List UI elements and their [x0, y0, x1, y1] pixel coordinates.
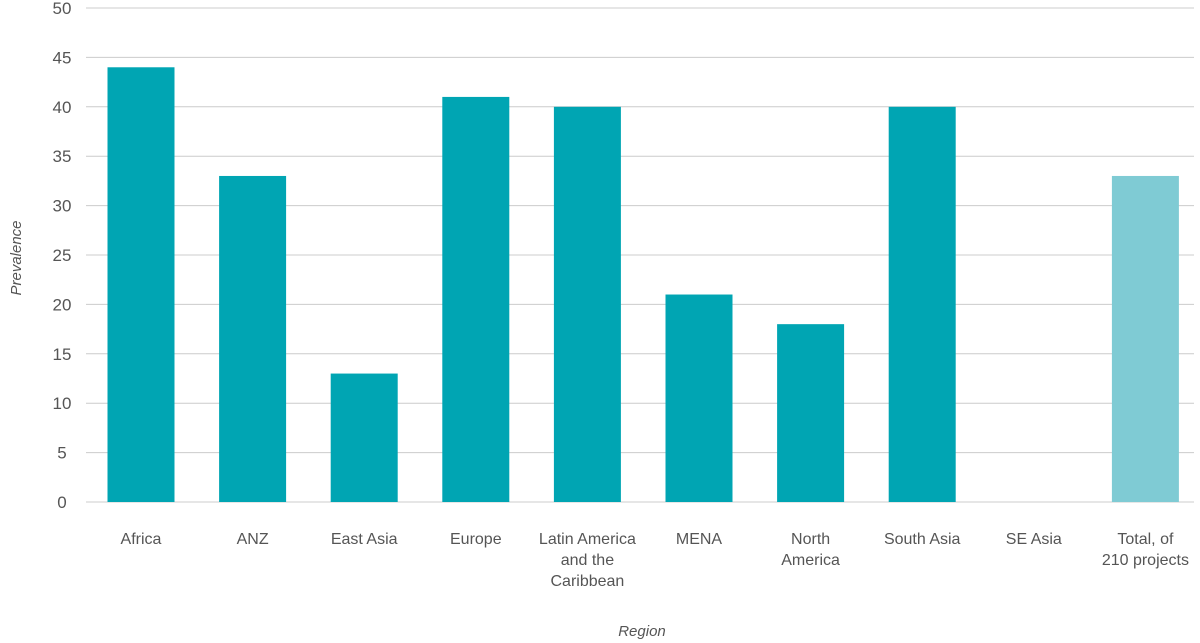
- x-category-label: ANZ: [237, 531, 269, 548]
- y-tick-label: 45: [53, 48, 72, 67]
- bar: [330, 373, 398, 502]
- y-tick-label: 50: [53, 0, 72, 18]
- bar: [777, 324, 845, 502]
- y-tick-label: 10: [53, 394, 72, 413]
- bar: [107, 67, 175, 502]
- x-category-label: Total, of: [1117, 531, 1174, 548]
- bar: [442, 96, 510, 503]
- y-tick-label: 40: [53, 98, 72, 117]
- x-category-label: Africa: [121, 531, 162, 548]
- x-category-label: Latin America: [539, 531, 636, 548]
- y-tick-label: 20: [53, 295, 72, 314]
- bar: [1111, 175, 1179, 502]
- y-axis-ticks: 0 5 10 15 20 25 30 35 40 45 50: [53, 0, 72, 512]
- y-tick-label: 35: [53, 147, 72, 166]
- y-tick-label: 0: [57, 493, 66, 512]
- x-category-label: Europe: [450, 531, 502, 548]
- x-category-label: Caribbean: [550, 573, 624, 590]
- y-tick-label: 5: [57, 444, 66, 463]
- x-category-label: America: [781, 552, 840, 569]
- y-axis-title: Prevalence: [8, 220, 25, 295]
- x-category-label: and the: [561, 552, 614, 569]
- x-category-label: MENA: [676, 531, 723, 548]
- x-axis-labels: Africa ANZ East Asia Europe Latin America and…: [121, 531, 1189, 590]
- bar: [665, 294, 733, 502]
- bar: [219, 175, 287, 502]
- bar: [553, 106, 621, 503]
- x-category-label: 210 projects: [1102, 552, 1189, 569]
- x-category-label: South Asia: [884, 531, 961, 548]
- y-tick-label: 15: [53, 345, 72, 364]
- x-category-label: East Asia: [331, 531, 398, 548]
- bars: [107, 67, 1179, 503]
- x-category-label: North: [791, 531, 830, 548]
- y-tick-label: 25: [53, 246, 72, 265]
- x-axis-title: Region: [618, 623, 666, 640]
- bar: [888, 106, 956, 503]
- x-category-label: SE Asia: [1006, 531, 1062, 548]
- y-tick-label: 30: [53, 197, 72, 216]
